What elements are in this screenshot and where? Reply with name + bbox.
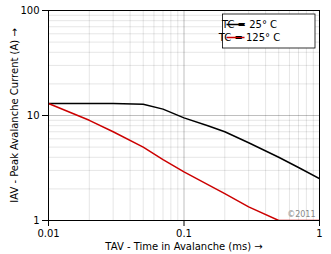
svg-text:©2011: ©2011 [287, 210, 315, 219]
svg-text:IAV - Peak Avalanche Current (: IAV - Peak Avalanche Current (A) → [9, 28, 20, 203]
svg-text:1: 1 [33, 215, 39, 226]
svg-text:0.01: 0.01 [37, 228, 59, 239]
svg-text:TC = 25° C: TC = 25° C [221, 19, 277, 30]
svg-text:100: 100 [20, 5, 39, 16]
svg-text:0.1: 0.1 [176, 228, 192, 239]
svg-text:10: 10 [27, 110, 40, 121]
svg-text:TC = 125° C: TC = 125° C [218, 32, 281, 43]
svg-text:TAV - Time in Avalanche (ms) →: TAV - Time in Avalanche (ms) → [104, 241, 262, 252]
svg-text:1: 1 [316, 228, 322, 239]
